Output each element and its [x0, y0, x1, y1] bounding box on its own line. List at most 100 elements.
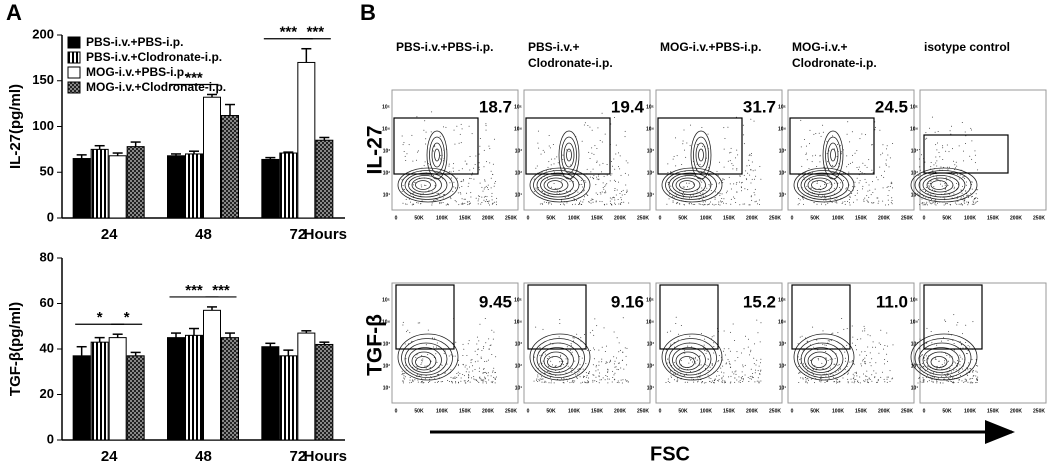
flow-x-tick: 100K: [832, 408, 844, 414]
event-dot: [411, 134, 413, 136]
event-dot: [472, 370, 474, 372]
event-dot: [491, 353, 493, 355]
event-dot: [955, 161, 957, 163]
event-dot: [947, 184, 949, 186]
event-dot: [951, 381, 953, 383]
event-dot: [434, 199, 436, 201]
event-dot: [563, 364, 565, 366]
event-dot: [855, 379, 857, 381]
event-dot: [537, 376, 539, 378]
event-dot: [626, 189, 628, 191]
contour: [404, 172, 448, 198]
event-dot: [616, 381, 618, 383]
event-dot: [548, 355, 550, 357]
event-dot: [813, 346, 815, 348]
event-dot: [882, 187, 884, 189]
event-dot: [728, 348, 730, 350]
event-dot: [620, 199, 622, 201]
event-dot: [615, 153, 617, 155]
event-dot: [729, 160, 731, 162]
event-dot: [734, 381, 736, 383]
event-dot: [688, 182, 690, 184]
event-dot: [722, 379, 724, 381]
event-dot: [605, 345, 607, 347]
event-dot: [961, 368, 963, 370]
event-dot: [920, 154, 922, 156]
event-dot: [580, 382, 582, 384]
event-dot: [802, 377, 804, 379]
event-dot: [821, 203, 823, 205]
event-dot: [673, 373, 675, 375]
event-dot: [946, 179, 948, 181]
event-dot: [576, 333, 578, 335]
event-dot: [568, 150, 570, 152]
event-dot: [891, 197, 893, 199]
event-dot: [836, 143, 838, 145]
event-dot: [889, 380, 891, 382]
event-dot: [887, 194, 889, 196]
event-dot: [432, 337, 434, 339]
flow-y-tick: 10²: [383, 170, 391, 176]
event-dot: [443, 194, 445, 196]
event-dot: [741, 190, 743, 192]
event-dot: [614, 190, 616, 192]
contour: [668, 172, 712, 198]
event-dot: [407, 329, 409, 331]
event-dot: [454, 355, 456, 357]
event-dot: [846, 187, 848, 189]
event-dot: [480, 357, 482, 359]
event-dot: [703, 204, 705, 206]
flow-y-tick: 10⁴: [910, 126, 919, 132]
event-dot: [940, 183, 942, 185]
flow-y-tick: 10²: [515, 363, 523, 369]
gate: [791, 284, 851, 350]
event-dot: [483, 149, 485, 151]
event-dot: [735, 373, 737, 375]
event-dot: [945, 150, 947, 152]
event-dot: [592, 201, 594, 203]
flow-y-tick: 10⁵: [514, 104, 523, 110]
event-dot: [471, 174, 473, 176]
event-dot: [728, 376, 730, 378]
flow-x-tick: 100K: [568, 408, 580, 414]
event-dot: [464, 366, 466, 368]
event-dot: [848, 171, 850, 173]
event-dot: [719, 161, 721, 163]
event-dot: [936, 365, 938, 367]
event-dot: [702, 192, 704, 194]
flow-y-tick: 10⁵: [910, 104, 919, 110]
panel-label: B: [360, 0, 376, 25]
event-dot: [552, 364, 554, 366]
event-dot: [469, 381, 471, 383]
event-dot: [706, 204, 708, 206]
event-dot: [803, 195, 805, 197]
event-dot: [718, 182, 720, 184]
event-dot: [441, 364, 443, 366]
flow-x-tick: 250K: [901, 215, 913, 221]
event-dot: [423, 129, 425, 131]
event-dot: [944, 360, 946, 362]
event-dot: [581, 203, 583, 205]
event-dot: [442, 380, 444, 382]
event-dot: [581, 183, 583, 185]
event-dot: [889, 370, 891, 372]
event-dot: [677, 333, 679, 335]
flow-x-tick: 0: [395, 408, 398, 414]
event-dot: [833, 187, 835, 189]
event-dot: [437, 380, 439, 382]
event-dot: [453, 163, 455, 165]
event-dot: [972, 371, 974, 373]
event-dot: [456, 376, 458, 378]
event-dot: [403, 377, 405, 379]
event-dot: [880, 154, 882, 156]
event-dot: [673, 362, 675, 364]
event-dot: [867, 346, 869, 348]
event-dot: [720, 201, 722, 203]
event-dot: [892, 187, 894, 189]
event-dot: [421, 355, 423, 357]
event-dot: [753, 357, 755, 359]
event-dot: [548, 366, 550, 368]
event-dot: [596, 161, 598, 163]
event-dot: [823, 195, 825, 197]
event-dot: [973, 199, 975, 201]
